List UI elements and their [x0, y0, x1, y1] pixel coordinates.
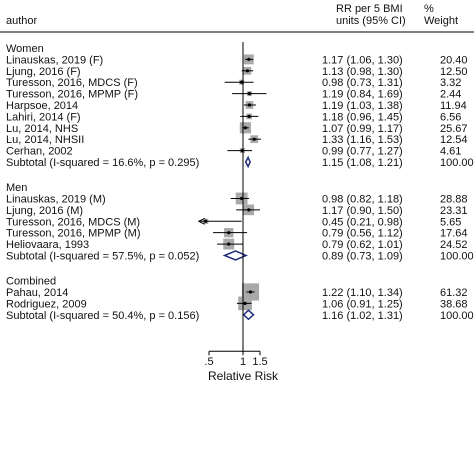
study-weight: 11.94: [440, 100, 467, 112]
study-label: Lu, 2014, NHSII: [6, 134, 84, 146]
column-header-effect-line1: RR per 5 BMI: [336, 3, 403, 15]
study-ci-value: 1.07 (0.99, 1.17): [322, 123, 403, 135]
subtotal-diamond: [222, 250, 248, 261]
study-ci-value: 1.19 (1.03, 1.38): [322, 100, 403, 112]
subtotal-label: Subtotal (I-squared = 57.5%, p = 0.052): [6, 250, 199, 262]
study-ci-value: 1.06 (0.91, 1.25): [322, 298, 403, 310]
study-weight: 4.61: [440, 146, 461, 158]
subtotal-weight: 100.00: [440, 310, 474, 322]
x-tick-label: 1: [240, 356, 246, 368]
study-label: Pahau, 2014: [6, 287, 68, 299]
study-ci-value: 1.33 (1.16, 1.53): [322, 134, 403, 146]
ci-truncation-arrow: [197, 217, 206, 225]
study-point-estimate: [240, 80, 244, 84]
study-weight: 17.64: [440, 228, 468, 240]
study-weight: 24.52: [440, 239, 468, 251]
group-label: Combined: [6, 276, 56, 288]
subtotal-label: Subtotal (I-squared = 16.6%, p = 0.295): [6, 157, 199, 169]
study-weight: 5.65: [440, 216, 461, 228]
study-point-estimate: [240, 196, 244, 201]
x-axis-label: Relative Risk: [208, 369, 279, 383]
study-weight: 12.54: [440, 134, 468, 146]
study-ci-value: 0.45 (0.21, 0.98): [322, 216, 403, 228]
study-weight: 28.88: [440, 193, 468, 205]
study-ci-value: 1.22 (1.10, 1.34): [322, 287, 403, 299]
column-header-weight-line1: %: [424, 3, 434, 15]
study-weight: 3.32: [440, 77, 461, 89]
study-label: Ljung, 2016 (M): [6, 205, 83, 217]
study-point-estimate: [227, 231, 231, 235]
study-weight: 38.68: [440, 298, 468, 310]
study-weight: 20.40: [440, 54, 468, 66]
study-point-estimate: [227, 242, 231, 246]
study-point-estimate: [247, 114, 251, 118]
study-ci-value: 0.79 (0.56, 1.12): [322, 228, 403, 240]
study-label: Harpsoe, 2014: [6, 100, 78, 112]
study-label: Rodriguez, 2009: [6, 298, 87, 310]
study-ci-value: 1.17 (1.06, 1.30): [322, 54, 403, 66]
study-weight: 61.32: [440, 287, 468, 299]
study-label: Cerhan, 2002: [6, 146, 73, 158]
study-weight: 2.44: [440, 89, 461, 101]
study-ci-value: 1.13 (0.98, 1.30): [322, 66, 403, 78]
x-tick-label: .5: [204, 356, 213, 368]
study-label: Linauskas, 2019 (F): [6, 54, 103, 66]
study-point-estimate: [247, 57, 251, 62]
study-weight: 23.31: [440, 205, 468, 217]
subtotal-ci-value: 0.89 (0.73, 1.09): [322, 250, 403, 262]
study-point-estimate: [247, 208, 251, 212]
study-label: Turesson, 2016, MDCS (F): [6, 77, 138, 89]
study-point-estimate: [243, 126, 247, 130]
study-label: Lu, 2014, NHS: [6, 123, 78, 135]
group-label: Men: [6, 182, 27, 194]
study-weight: 12.50: [440, 66, 468, 78]
study-ci-value: 0.98 (0.73, 1.31): [322, 77, 403, 89]
study-label: Turesson, 2016, MPMP (F): [6, 89, 138, 101]
study-weight: 6.56: [440, 111, 461, 123]
study-label: Linauskas, 2019 (M): [6, 193, 106, 205]
study-ci-value: 1.18 (0.96, 1.45): [322, 111, 403, 123]
subtotal-weight: 100.00: [440, 157, 474, 169]
study-ci-value: 0.99 (0.77, 1.27): [322, 146, 403, 158]
study-point-estimate: [245, 69, 250, 73]
group-label: Women: [6, 43, 44, 55]
x-tick-label: 1.5: [252, 356, 267, 368]
study-point-estimate: [247, 103, 252, 107]
study-ci-value: 1.17 (0.90, 1.50): [322, 205, 403, 217]
study-point-estimate: [243, 301, 247, 305]
subtotal-label: Subtotal (I-squared = 50.4%, p = 0.156): [6, 310, 199, 322]
study-point-estimate: [252, 137, 256, 141]
study-label: Heliovaara, 1993: [6, 239, 89, 251]
subtotal-ci-value: 1.15 (1.08, 1.21): [322, 157, 403, 169]
study-label: Turesson, 2016, MPMP (M): [6, 228, 141, 240]
subtotal-weight: 100.00: [440, 250, 474, 262]
column-header-weight-line2: Weight: [424, 15, 458, 27]
column-header-study: author: [6, 15, 38, 27]
subtotal-diamond: [244, 155, 251, 169]
study-label: Ljung, 2016 (F): [6, 66, 81, 78]
study-point-estimate: [247, 92, 252, 96]
study-label: Lahiri, 2014 (F): [6, 111, 81, 123]
study-ci-value: 1.19 (0.84, 1.69): [322, 89, 403, 101]
study-ci-value: 0.79 (0.62, 1.01): [322, 239, 403, 251]
study-ci-value: 0.98 (0.82, 1.18): [322, 193, 403, 205]
study-weight: 25.67: [440, 123, 468, 135]
study-point-estimate: [248, 290, 253, 294]
subtotal-diamond: [242, 309, 255, 321]
study-label: Turesson, 2016, MDCS (M): [6, 216, 140, 228]
subtotal-ci-value: 1.16 (1.02, 1.31): [322, 310, 403, 322]
column-header-effect-line2: units (95% CI): [336, 15, 406, 27]
study-point-estimate: [204, 219, 208, 223]
